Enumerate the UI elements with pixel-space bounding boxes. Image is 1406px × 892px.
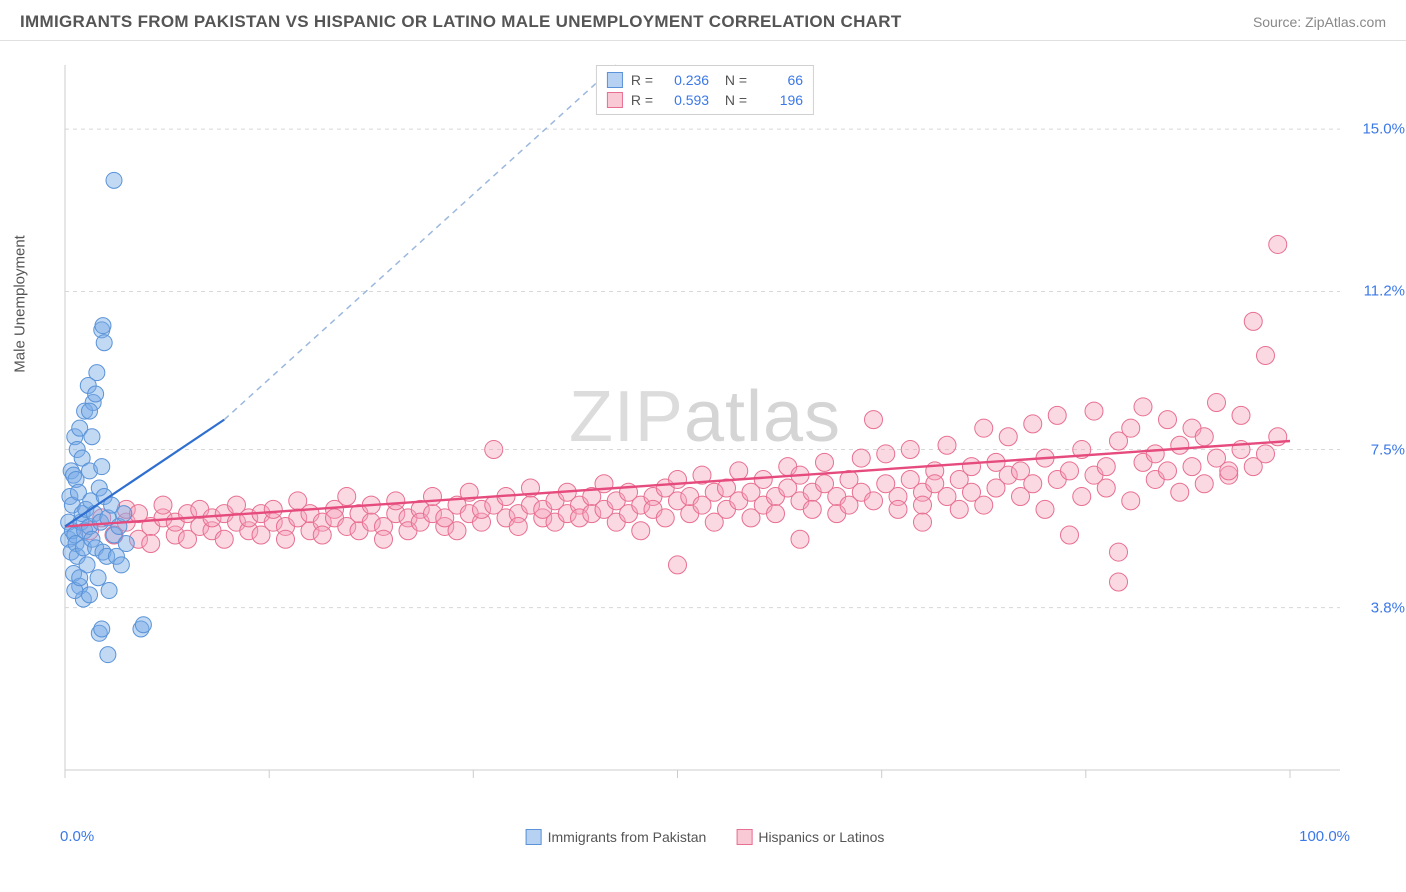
- y-axis-label: Male Unemployment: [12, 235, 29, 373]
- n-value-blue: 66: [755, 72, 803, 88]
- scatter-plot: [60, 55, 1350, 810]
- chart-area: Male Unemployment ZIPatlas R = 0.236 N =…: [60, 55, 1350, 810]
- legend-label-blue: Immigrants from Pakistan: [548, 829, 707, 845]
- swatch-blue: [607, 72, 623, 88]
- n-label: N =: [717, 72, 747, 88]
- y-tick-label: 7.5%: [1371, 441, 1405, 458]
- legend-item-pink: Hispanics or Latinos: [736, 829, 884, 845]
- x-min-label: 0.0%: [60, 828, 94, 845]
- stats-row-blue: R = 0.236 N = 66: [607, 70, 803, 90]
- y-tick-label: 15.0%: [1362, 121, 1405, 138]
- chart-header: IMMIGRANTS FROM PAKISTAN VS HISPANIC OR …: [0, 0, 1406, 41]
- legend-swatch-blue: [526, 829, 542, 845]
- n-label: N =: [717, 92, 747, 108]
- swatch-pink: [607, 92, 623, 108]
- stats-row-pink: R = 0.593 N = 196: [607, 90, 803, 110]
- chart-title: IMMIGRANTS FROM PAKISTAN VS HISPANIC OR …: [20, 12, 902, 32]
- r-value-pink: 0.593: [661, 92, 709, 108]
- legend-bottom: Immigrants from Pakistan Hispanics or La…: [526, 829, 885, 845]
- r-value-blue: 0.236: [661, 72, 709, 88]
- r-label: R =: [631, 92, 653, 108]
- legend-label-pink: Hispanics or Latinos: [758, 829, 884, 845]
- y-tick-label: 3.8%: [1371, 599, 1405, 616]
- r-label: R =: [631, 72, 653, 88]
- n-value-pink: 196: [755, 92, 803, 108]
- legend-swatch-pink: [736, 829, 752, 845]
- stats-legend-box: R = 0.236 N = 66 R = 0.593 N = 196: [596, 65, 814, 115]
- legend-item-blue: Immigrants from Pakistan: [526, 829, 707, 845]
- y-tick-label: 11.2%: [1364, 283, 1405, 300]
- chart-source: Source: ZipAtlas.com: [1253, 14, 1386, 30]
- x-max-label: 100.0%: [1299, 828, 1350, 845]
